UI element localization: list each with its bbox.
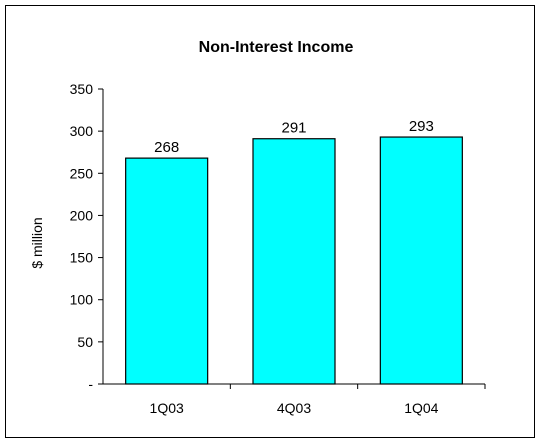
data-label-1q03: 268 (154, 139, 179, 156)
y-axis-label: $ million (29, 217, 45, 268)
y-tick-label: 200 (70, 207, 94, 223)
chart-title: Non-Interest Income (199, 39, 354, 56)
data-label-1q04: 293 (409, 118, 434, 135)
y-tick-label: 350 (70, 81, 94, 97)
x-tick-label-4q03: 4Q03 (277, 400, 311, 416)
bar-1q03 (125, 157, 209, 385)
bars (125, 136, 463, 385)
y-tick-label: 100 (70, 292, 94, 308)
y-tick-label: 150 (70, 250, 94, 266)
y-tick-label: 250 (70, 165, 94, 181)
x-tick-label-1q04: 1Q04 (404, 400, 438, 416)
y-tick-label: 300 (70, 123, 94, 139)
data-label-4q03: 291 (281, 120, 306, 137)
x-tick-label-1q03: 1Q03 (150, 400, 184, 416)
y-tick-label: - (88, 376, 93, 392)
bar-4q03 (252, 138, 336, 385)
bar-1q04 (379, 136, 463, 385)
y-tick-label: 50 (77, 334, 93, 350)
data-labels: 268 291 293 (154, 118, 434, 156)
